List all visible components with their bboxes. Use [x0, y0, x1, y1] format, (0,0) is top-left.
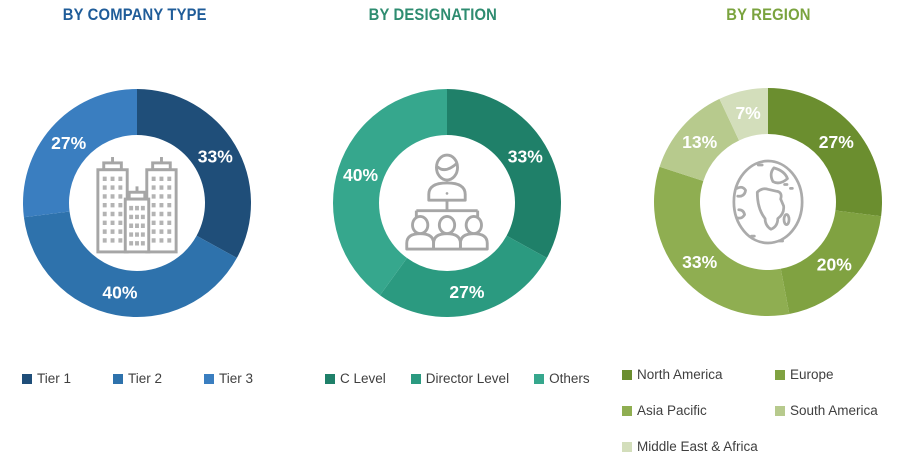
- donut-segment-middle-east-africa[interactable]: [719, 88, 768, 141]
- legend-swatch: [410, 373, 421, 384]
- donut-svg: 27% 20% 33% 13% 7%: [654, 88, 882, 316]
- legend-swatch: [325, 373, 335, 384]
- legend-label: C Level: [340, 371, 386, 386]
- legend-swatch: [204, 373, 215, 384]
- legend-swatch: [775, 369, 785, 380]
- chart-title-text: BY COMPANY TYPE: [63, 5, 207, 24]
- chart-title-designation: BY DESIGNATION: [295, 5, 571, 25]
- segment-value-label: 20%: [817, 254, 852, 274]
- segment-value-label: 33%: [682, 252, 717, 272]
- legend-label: Tier 3: [219, 371, 254, 386]
- legend-item-c-level[interactable]: C Level: [325, 371, 386, 386]
- legend-item-director-level[interactable]: Director Level: [410, 371, 510, 386]
- donut-segment-north-america[interactable]: [768, 88, 882, 217]
- legend-label: Europe: [790, 367, 834, 382]
- legend-item-north-america[interactable]: North America: [622, 367, 775, 382]
- legend-item-tier-2[interactable]: Tier 2: [113, 371, 162, 386]
- legend-swatch: [622, 369, 632, 380]
- legend-swatch: [622, 405, 632, 416]
- legend-swatch: [534, 373, 545, 384]
- segment-value-label: 33%: [508, 147, 543, 167]
- donut-svg: 33% 27% 40%: [332, 88, 562, 318]
- donut-segment-director-level[interactable]: [379, 235, 547, 318]
- legend-item-others[interactable]: Others: [534, 371, 590, 386]
- chart-title-region: BY REGION: [630, 5, 900, 25]
- legend-swatch: [622, 441, 632, 452]
- legend-designation: C Level Director Level Others: [325, 371, 590, 386]
- legend-swatch: [22, 373, 32, 384]
- legend-item-tier-3[interactable]: Tier 3: [204, 371, 253, 386]
- segment-value-label: 40%: [343, 165, 378, 185]
- legend-item-south-america[interactable]: South America: [775, 403, 878, 418]
- donut-segment-europe[interactable]: [780, 210, 882, 314]
- segment-value-label: 27%: [449, 282, 484, 302]
- segment-value-label: 27%: [819, 132, 854, 152]
- legend-label: North America: [637, 367, 723, 382]
- legend-company-type: Tier 1 Tier 2 Tier 3: [22, 371, 253, 386]
- legend-item-asia-pacific[interactable]: Asia Pacific: [622, 403, 775, 418]
- legend-label: Tier 1: [37, 371, 72, 386]
- segment-value-label: 13%: [682, 132, 717, 152]
- chart-title-text: BY DESIGNATION: [368, 5, 498, 24]
- donut-segment-tier-1[interactable]: [137, 89, 252, 258]
- legend-swatch: [113, 373, 124, 384]
- legend-region: North America Europe Asia Pacific South Ame…: [622, 367, 878, 454]
- legend-label: Director Level: [425, 371, 510, 386]
- donut-svg: 33% 40% 27%: [23, 89, 252, 318]
- donut-segment-others[interactable]: [332, 88, 447, 296]
- legend-label: Tier 2: [128, 371, 163, 386]
- segment-value-label: 7%: [735, 103, 761, 123]
- segment-value-label: 27%: [51, 133, 86, 153]
- legend-label: Others: [549, 371, 590, 386]
- segment-value-label: 33%: [198, 147, 233, 167]
- chart-title-company-type: BY COMPANY TYPE: [0, 5, 270, 25]
- donut-segment-tier-3[interactable]: [23, 89, 137, 218]
- legend-item-europe[interactable]: Europe: [775, 367, 878, 382]
- segment-value-label: 40%: [102, 282, 137, 302]
- legend-swatch: [775, 405, 785, 416]
- chart-title-text: BY REGION: [725, 5, 811, 24]
- legend-item-middle-east-africa[interactable]: Middle East & Africa: [622, 439, 775, 454]
- donut-chart-region: 27% 20% 33% 13% 7%: [650, 84, 886, 320]
- donut-segment-c-level[interactable]: [447, 89, 562, 258]
- legend-label: Asia Pacific: [637, 403, 707, 418]
- donut-segment-tier-2[interactable]: [23, 211, 237, 318]
- legend-label: South America: [790, 403, 878, 418]
- legend-item-tier-1[interactable]: Tier 1: [22, 371, 71, 386]
- donut-chart-company-type: 33% 40% 27%: [19, 85, 255, 321]
- donut-chart-designation: 33% 27% 40%: [329, 85, 565, 321]
- donut-segment-asia-pacific[interactable]: [654, 166, 790, 316]
- donut-segment-south-america[interactable]: [659, 98, 740, 181]
- legend-label: Middle East & Africa: [637, 439, 758, 454]
